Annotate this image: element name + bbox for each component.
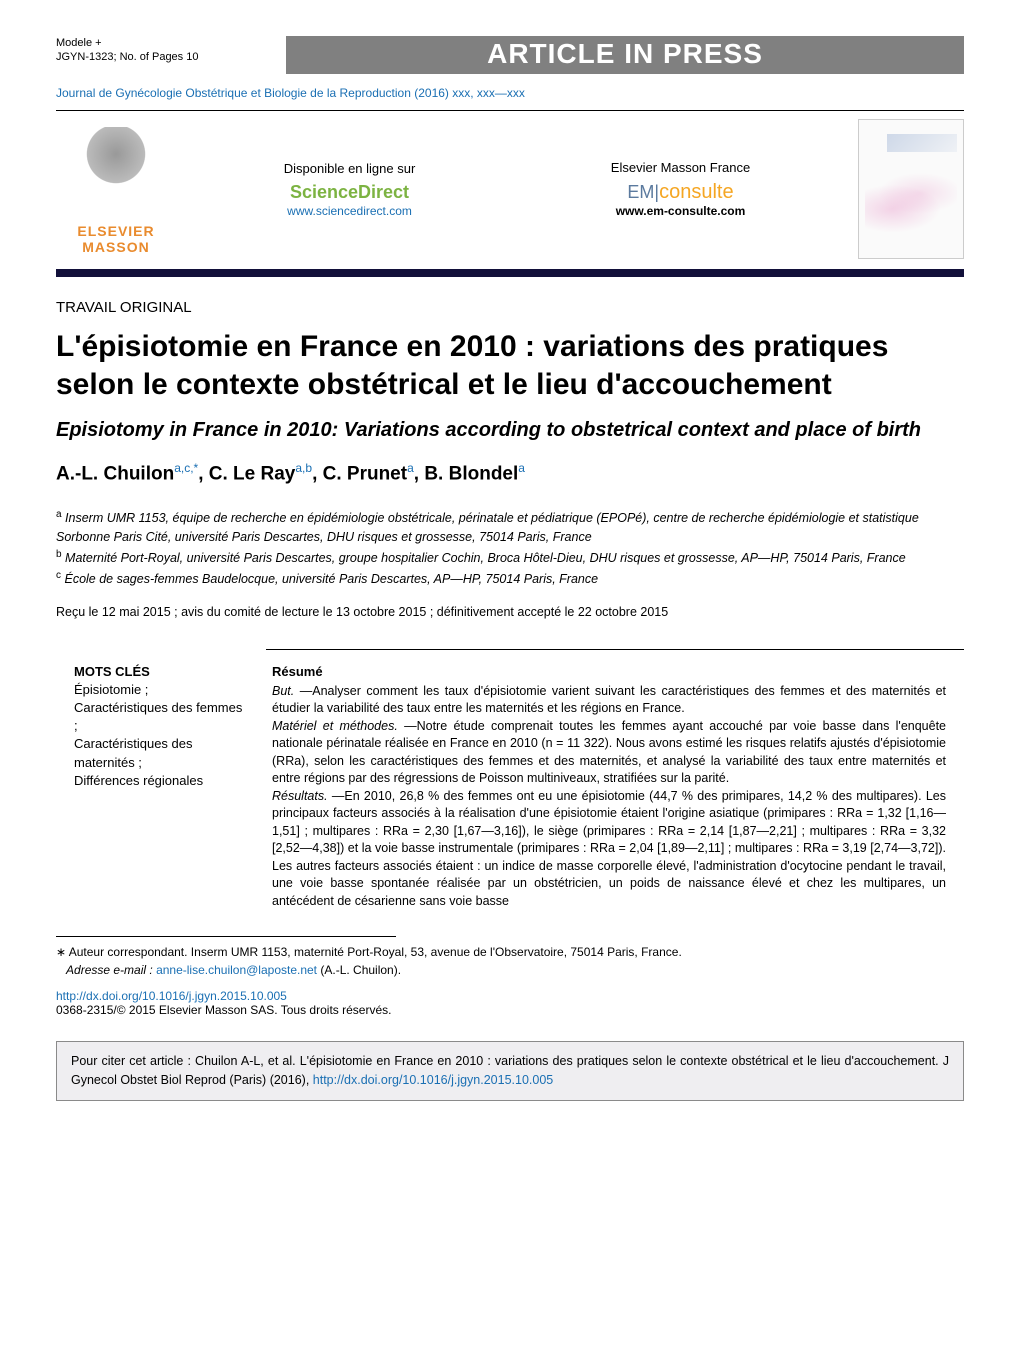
affiliation-c-text: École de sages-femmes Baudelocque, unive… (64, 572, 598, 586)
section-type: TRAVAIL ORIGINAL (56, 299, 964, 316)
emconsulte-title: Elsevier Masson France (611, 160, 750, 175)
model-line2: JGYN-1323; No. of Pages 10 (56, 50, 286, 64)
footnotes: ∗ Auteur correspondant. Inserm UMR 1153,… (56, 943, 964, 979)
email-who: (A.-L. Chuilon). (320, 963, 401, 977)
doi-link[interactable]: http://dx.doi.org/10.1016/j.jgyn.2015.10… (56, 989, 964, 1003)
header-top: Modele + JGYN-1323; No. of Pages 10 ARTI… (56, 36, 964, 74)
author-aff: a,c, (174, 461, 193, 475)
keywords-label: MOTS CLÉS (74, 664, 247, 679)
affiliation-b-text: Maternité Port-Royal, université Paris D… (65, 551, 906, 565)
author-aff: a,b (295, 461, 312, 475)
disponible-label: Disponible en ligne sur (284, 161, 416, 176)
author-name: B. Blondel (424, 463, 518, 484)
footnote-separator (56, 936, 396, 937)
sciencedirect-block: Disponible en ligne sur ScienceDirect ww… (284, 161, 416, 218)
affiliation-a-text: Inserm UMR 1153, équipe de recherche en … (56, 511, 919, 544)
author-aff: a (518, 461, 525, 475)
em-text: EM (627, 182, 654, 202)
article-in-press-banner: ARTICLE IN PRESS (286, 36, 964, 74)
copyright: 0368-2315/© 2015 Elsevier Masson SAS. To… (56, 1003, 964, 1017)
emconsulte-url: www.em-consulte.com (611, 204, 750, 218)
corr-marker: * (194, 461, 199, 475)
res-label: Résultats. — (272, 789, 344, 803)
masson-label: MASSON (56, 239, 176, 255)
citation-doi-link[interactable]: http://dx.doi.org/10.1016/j.jgyn.2015.10… (313, 1073, 553, 1087)
banner-links: Disponible en ligne sur ScienceDirect ww… (186, 160, 848, 218)
mm-label: Matériel et méthodes. — (272, 719, 417, 733)
keywords-column: MOTS CLÉS Épisiotomie ; Caractéristiques… (56, 664, 248, 911)
affiliation-b: b Maternité Port-Royal, université Paris… (56, 547, 964, 568)
emconsulte-block: Elsevier Masson France EM|consulte www.e… (611, 160, 750, 218)
author-name: C. Prunet (323, 463, 407, 484)
author-aff: a (407, 461, 414, 475)
affiliations: a Inserm UMR 1153, équipe de recherche e… (56, 507, 964, 588)
consulte-text: consulte (659, 181, 734, 203)
res-text: En 2010, 26,8 % des femmes ont eu une ép… (272, 789, 946, 908)
email-link[interactable]: anne-lise.chuilon@laposte.net (156, 963, 317, 977)
elsevier-tree-icon (81, 127, 151, 217)
keywords-list: Épisiotomie ; Caractéristiques des femme… (74, 681, 247, 790)
affiliation-c: c École de sages-femmes Baudelocque, uni… (56, 568, 964, 589)
article-title: L'épisiotomie en France en 2010 : variat… (56, 328, 964, 403)
author-name: A.-L. Chuilon (56, 463, 174, 484)
sciencedirect-logo: ScienceDirect (284, 182, 416, 203)
publisher-banner: ELSEVIER MASSON Disponible en ligne sur … (56, 110, 964, 277)
abstract-body: But. —Analyser comment les taux d'épisio… (272, 683, 946, 911)
emconsulte-logo: EM|consulte (611, 181, 750, 204)
but-text: Analyser comment les taux d'épisiotomie … (272, 684, 946, 716)
journal-ref-link[interactable]: Journal de Gynécologie Obstétrique et Bi… (56, 86, 964, 100)
abstract-column: Résumé But. —Analyser comment les taux d… (272, 664, 964, 911)
article-subtitle: Episiotomy in France in 2010: Variations… (56, 417, 964, 443)
email-label: Adresse e-mail : (66, 963, 153, 977)
authors-list: A.-L. Chuilona,c,*, C. Le Raya,b, C. Pru… (56, 461, 964, 485)
corr-text: Auteur correspondant. Inserm UMR 1153, m… (69, 945, 682, 959)
abstract-panel: MOTS CLÉS Épisiotomie ; Caractéristiques… (56, 650, 964, 911)
model-line1: Modele + (56, 36, 286, 50)
elsevier-masson-logo: ELSEVIER MASSON (56, 123, 176, 255)
article-dates: Reçu le 12 mai 2015 ; avis du comité de … (56, 605, 964, 619)
model-box: Modele + JGYN-1323; No. of Pages 10 (56, 36, 286, 74)
resume-label: Résumé (272, 664, 946, 679)
elsevier-label: ELSEVIER (56, 223, 176, 239)
email-footnote: Adresse e-mail : anne-lise.chuilon@lapos… (56, 961, 964, 979)
corr-footnote: ∗ Auteur correspondant. Inserm UMR 1153,… (56, 943, 964, 961)
citation-box: Pour citer cet article : Chuilon A-L, et… (56, 1041, 964, 1101)
journal-cover-thumbnail (858, 119, 964, 259)
author-name: C. Le Ray (209, 463, 296, 484)
but-label: But. — (272, 684, 312, 698)
affiliation-a: a Inserm UMR 1153, équipe de recherche e… (56, 507, 964, 547)
sciencedirect-url[interactable]: www.sciencedirect.com (287, 204, 412, 218)
